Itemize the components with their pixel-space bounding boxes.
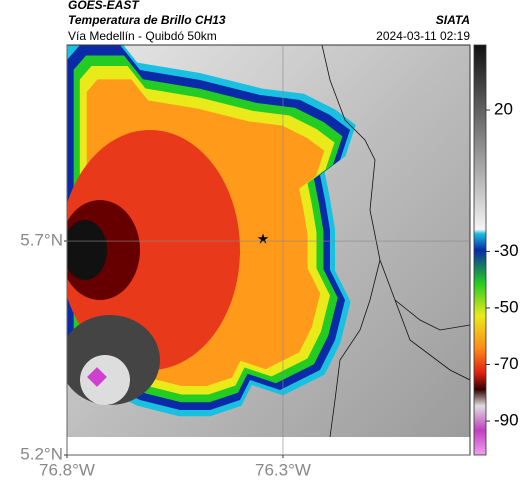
colorbar-tick-label: -50 xyxy=(494,297,519,316)
x-tick-label: 76.8°W xyxy=(39,460,95,479)
colorbar xyxy=(473,44,487,456)
title: Temperatura de Brillo CH13 xyxy=(68,13,226,27)
colorbar-tick-label: -70 xyxy=(494,354,519,373)
timestamp: 2024-03-11 02:19 xyxy=(376,29,470,43)
site-marker: ★ xyxy=(257,231,270,247)
source: GOES-EAST xyxy=(68,0,140,12)
map-image: ★ xyxy=(67,45,470,455)
subtitle: Vía Medellín - Quibdó 50km xyxy=(68,29,217,43)
colorbar-tick-label: -90 xyxy=(494,411,519,430)
y-tick-label: 5.2°N xyxy=(20,444,63,463)
brand: SIATA xyxy=(436,13,470,27)
colorbar-tick-label: -30 xyxy=(494,241,519,260)
y-tick-label: 5.7°N xyxy=(20,230,63,249)
x-tick-label: 76.3°W xyxy=(255,460,311,479)
colorbar-tick-label: 20 xyxy=(494,100,513,119)
